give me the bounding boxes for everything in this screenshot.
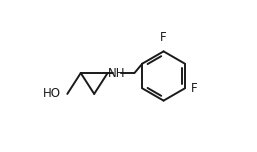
Text: F: F: [191, 82, 198, 95]
Text: HO: HO: [43, 87, 61, 100]
Text: NH: NH: [108, 67, 125, 79]
Text: F: F: [160, 31, 167, 44]
